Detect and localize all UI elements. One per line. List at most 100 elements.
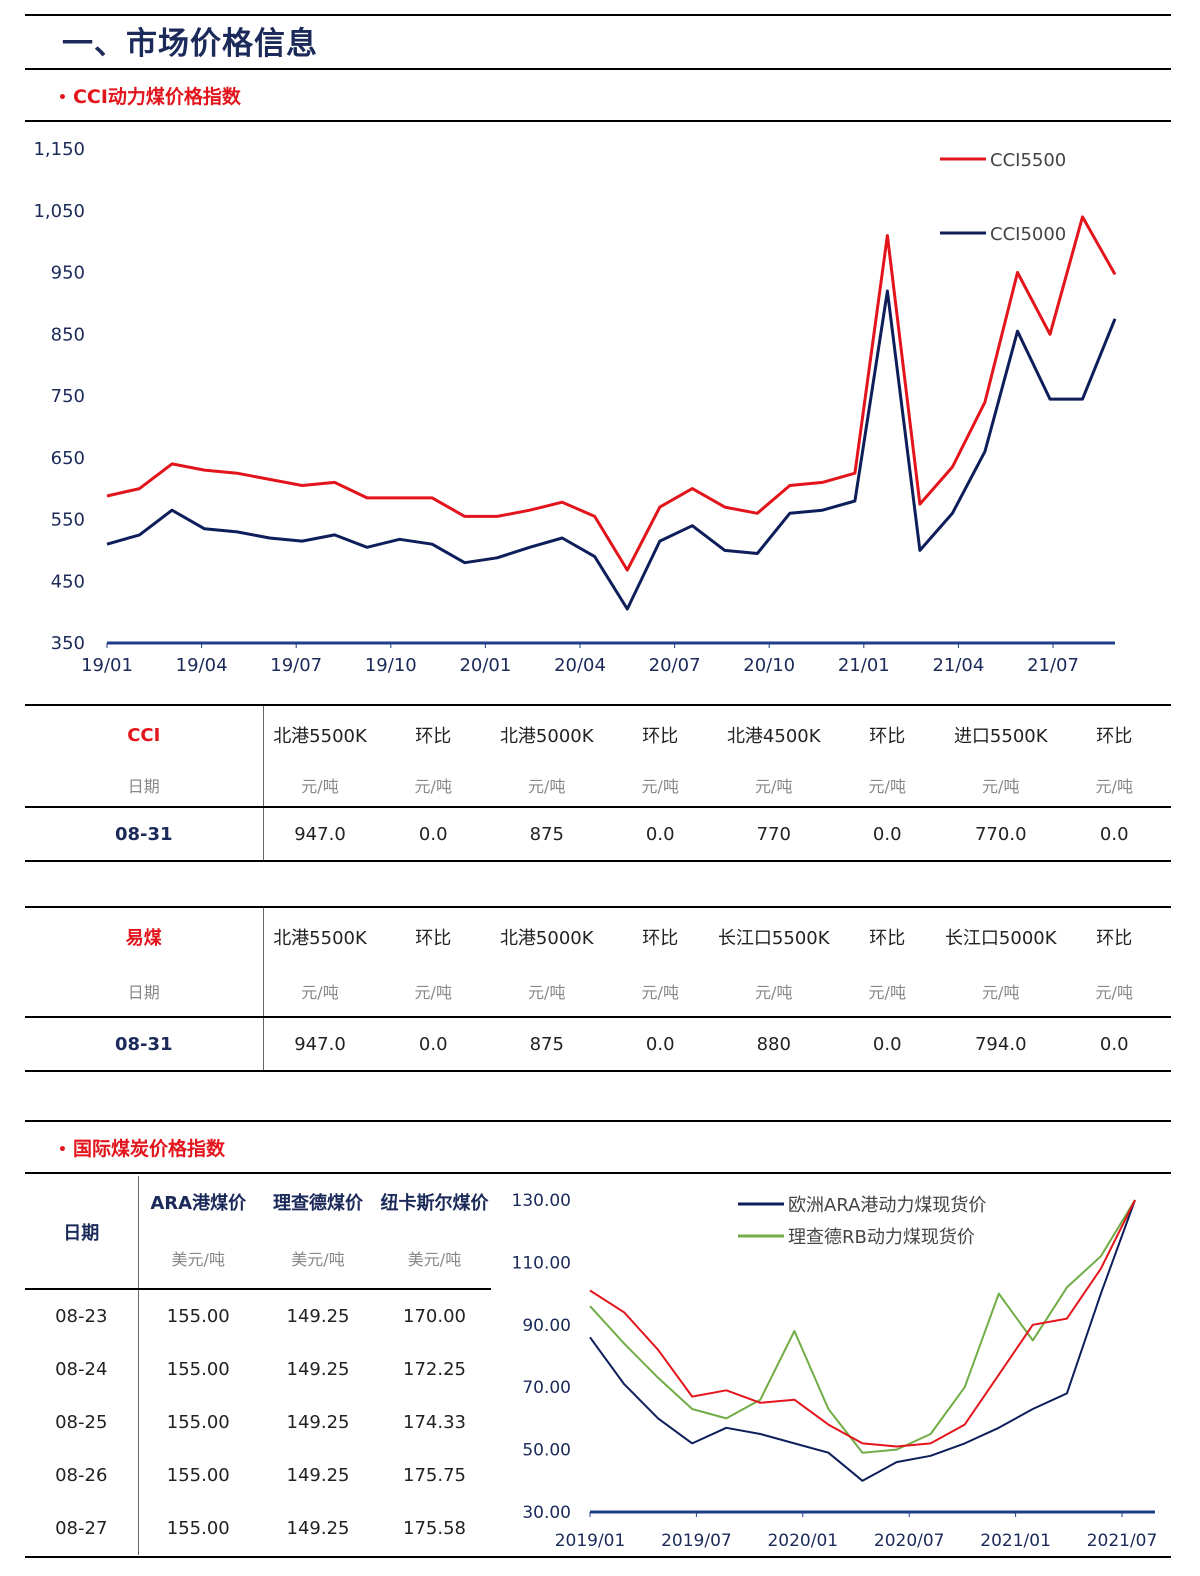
top-rule — [25, 14, 1171, 16]
intl-cell: 155.00 — [166, 1412, 230, 1433]
intl-cell: 172.25 — [403, 1359, 466, 1380]
section2-sub-rule — [25, 1172, 1171, 1174]
x-tick-label: 2019/07 — [661, 1531, 732, 1551]
cci-col-6: 环比 — [869, 726, 906, 747]
cci-cell-4: 0.0 — [603, 807, 717, 862]
yimei-col-8: 环比 — [1096, 928, 1133, 949]
cci-unit-0: 日期 — [25, 764, 264, 808]
section2-top-rule — [25, 1120, 1171, 1122]
cci-cell-0: 08-31 — [25, 807, 264, 862]
yimei-unit-3: 元/吨 — [490, 966, 604, 1018]
intl-cell: 155.00 — [166, 1518, 230, 1539]
legend-label: 理查德RB动力煤现货价 — [788, 1227, 975, 1248]
intl-cell: 149.25 — [286, 1465, 350, 1486]
intl-cell: 149.25 — [286, 1518, 350, 1539]
x-tick-label: 19/07 — [270, 655, 322, 676]
x-tick-label: 2020/07 — [874, 1531, 945, 1551]
x-tick-label: 20/04 — [554, 655, 606, 676]
cci-unit-4: 元/吨 — [603, 764, 717, 808]
y-tick-label: 1,050 — [33, 201, 85, 222]
yimei-table-header: 易煤 北港5500K 环比 北港5000K 环比 长江口5500K 环比 长江口… — [25, 907, 1171, 966]
yimei-cell-5: 880 — [717, 1017, 831, 1072]
cci-cell-8: 0.0 — [1057, 807, 1171, 862]
legend-label: CCI5000 — [990, 224, 1066, 245]
yimei-unit-6: 元/吨 — [830, 966, 944, 1018]
cci-col-0: CCI — [25, 705, 264, 764]
yimei-col-5: 长江口5500K — [717, 928, 830, 949]
intl-cell: 08-27 — [25, 1502, 139, 1555]
cci-unit-8: 元/吨 — [1057, 764, 1171, 808]
yimei-col-7: 长江口5000K — [944, 928, 1057, 949]
cci-unit-7: 元/吨 — [944, 764, 1058, 808]
y-tick-label: 130.00 — [512, 1191, 571, 1211]
table-row: 08-26 155.00 149.25 175.75 — [25, 1449, 491, 1502]
legend-label: 欧洲ARA港动力煤现货价 — [788, 1195, 986, 1216]
y-tick-label: 850 — [51, 324, 85, 345]
intl-cell: 175.75 — [403, 1465, 466, 1486]
intl-price-chart: 130.00 110.00 90.00 70.00 50.00 30.00 2019/01 2… — [512, 1191, 1158, 1551]
yimei-unit-7: 元/吨 — [944, 966, 1058, 1018]
cci-table-header: CCI 北港5500K 环比 北港5000K 环比 北港4500K 环比 进口5… — [25, 705, 1171, 764]
y-tick-label: 550 — [51, 510, 85, 531]
intl-cell: 149.25 — [286, 1412, 350, 1433]
cci-cell-5: 770 — [717, 807, 831, 862]
x-tick-label: 2020/01 — [767, 1531, 838, 1551]
y-tick-label: 70.00 — [522, 1378, 571, 1398]
cci-unit-2: 元/吨 — [376, 764, 490, 808]
intl-col-ara: ARA港煤价 — [150, 1193, 247, 1214]
intl-col-newcastle: 纽卡斯尔煤价 — [380, 1193, 489, 1214]
x-tick-label: 19/01 — [81, 655, 133, 676]
yimei-unit-8: 元/吨 — [1057, 966, 1171, 1018]
cci-col-7: 进口5500K — [953, 726, 1048, 747]
yimei-cell-0: 08-31 — [25, 1017, 264, 1072]
legend-label: CCI5500 — [990, 150, 1066, 171]
page-title: 一、市场价格信息 — [62, 26, 318, 62]
x-tick-label: 19/10 — [365, 655, 417, 676]
x-tick-label: 20/10 — [743, 655, 795, 676]
y-tick-label: 30.00 — [522, 1503, 571, 1523]
series-line-3 — [589, 1199, 1136, 1448]
intl-cell: 149.25 — [286, 1359, 350, 1380]
intl-cell: 08-24 — [25, 1343, 139, 1396]
yimei-col-2: 环比 — [415, 928, 452, 949]
intl-cell: 155.00 — [166, 1465, 230, 1486]
section-intl-title: • 国际煤炭价格指数 — [58, 1134, 225, 1161]
series-line-1 — [106, 215, 1117, 572]
intl-cell: 170.00 — [403, 1306, 466, 1327]
y-tick-label: 950 — [51, 263, 85, 284]
section-cci-title: • CCI动力煤价格指数 — [58, 82, 241, 109]
y-tick-label: 750 — [51, 386, 85, 407]
yimei-unit-0: 日期 — [25, 966, 264, 1018]
yimei-table-units: 日期 元/吨 元/吨 元/吨 元/吨 元/吨 元/吨 元/吨 元/吨 — [25, 966, 1171, 1018]
intl-cell: 155.00 — [166, 1306, 230, 1327]
y-tick-label: 450 — [51, 571, 85, 592]
x-tick-label: 2021/07 — [1087, 1531, 1158, 1551]
x-tick-label: 2021/01 — [980, 1531, 1051, 1551]
intl-cell: 175.58 — [403, 1518, 466, 1539]
series-line-1 — [589, 1199, 1136, 1482]
series-line-2 — [106, 289, 1117, 611]
cci-table: CCI 北港5500K 环比 北港5000K 环比 北港4500K 环比 进口5… — [25, 704, 1171, 862]
x-tick-label: 21/01 — [838, 655, 890, 676]
x-tick-label: 21/04 — [932, 655, 984, 676]
yimei-cell-3: 875 — [490, 1017, 604, 1072]
cci-cell-2: 0.0 — [376, 807, 490, 862]
y-tick-label: 50.00 — [522, 1441, 571, 1461]
cci-col-2: 环比 — [415, 726, 452, 747]
bottom-rule — [25, 1556, 1171, 1558]
y-tick-label: 90.00 — [522, 1316, 571, 1336]
yimei-col-6: 环比 — [869, 928, 906, 949]
table-row: 08-31 947.0 0.0 875 0.0 880 0.0 794.0 0.… — [25, 1017, 1171, 1072]
x-tick-label: 21/07 — [1027, 655, 1079, 676]
yimei-cell-2: 0.0 — [376, 1017, 490, 1072]
intl-table-header: 日期 ARA港煤价 理查德煤价 纽卡斯尔煤价 — [25, 1176, 491, 1290]
yimei-cell-4: 0.0 — [603, 1017, 717, 1072]
cci-col-1: 北港5500K — [273, 726, 367, 747]
intl-table: 日期 ARA港煤价 理查德煤价 纽卡斯尔煤价 美元/吨 美元/吨 美元/吨 08… — [25, 1176, 491, 1555]
y-tick-label: 650 — [51, 448, 85, 469]
x-tick-label: 20/01 — [459, 655, 511, 676]
table-row: 08-24 155.00 149.25 172.25 — [25, 1343, 491, 1396]
cci-cell-7: 770.0 — [944, 807, 1058, 862]
yimei-unit-1: 元/吨 — [263, 966, 377, 1018]
intl-unit-newcastle: 美元/吨 — [378, 1228, 491, 1290]
